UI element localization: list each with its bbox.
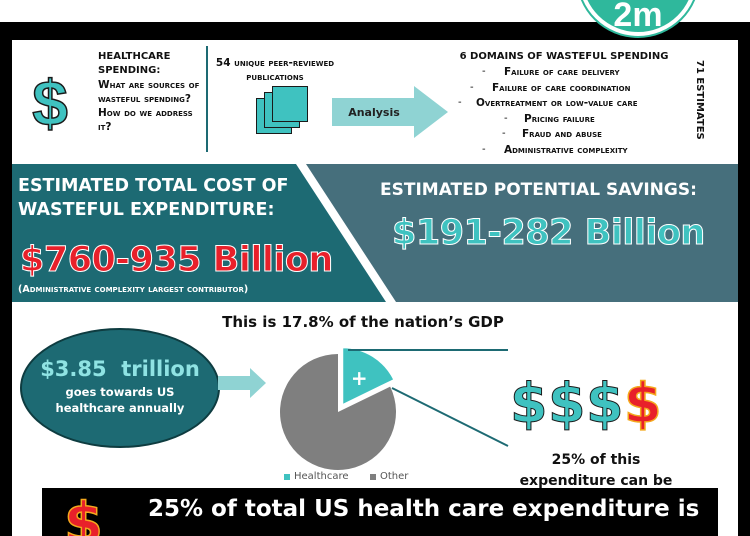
domain-label: Overtreatment or low-value care [476, 97, 638, 110]
domain-item: - Fraud and abuse [452, 127, 682, 143]
footer-text: 25% of total US health care expenditure … [148, 496, 700, 522]
domain-dash: - [504, 112, 508, 124]
savings-value: $191-282 Billion [392, 213, 706, 254]
domain-item: - Overtreatment or low-value care [452, 96, 682, 112]
spending-bubble: $3.85 trillion goes towards US healthcar… [20, 328, 220, 448]
domain-item: - Pricing failure [452, 112, 682, 128]
publications-label: 54 unique peer-reviewed publications [215, 57, 335, 83]
domain-label: Pricing failure [524, 112, 595, 125]
domain-label: Administrative complexity [504, 143, 628, 156]
domain-dash: - [502, 128, 506, 140]
bubble-arrow-icon [218, 368, 266, 398]
domain-dash: - [482, 143, 486, 155]
cost-title: ESTIMATED TOTAL COST OF WASTEFUL EXPENDI… [18, 176, 289, 220]
cost-value: $760-935 Billion [20, 240, 334, 281]
bubble-text: goes towards US healthcare annually [55, 385, 185, 415]
domain-label: Failure of care delivery [504, 66, 620, 78]
domains-title: 6 DOMAINS OF WASTEFUL SPENDING [459, 51, 669, 62]
domain-label: Fraud and abuse [522, 128, 602, 141]
domain-dash: - [482, 66, 486, 77]
infographic: $ HEALTHCARE SPENDING: What are sources … [12, 40, 738, 536]
domain-dash: - [470, 81, 474, 93]
cost-note: (Administrative complexity largest contr… [18, 284, 249, 295]
footer-dollar-icon: $ [63, 491, 103, 536]
legend-label-other: Other [380, 471, 409, 482]
legend-swatch-other [370, 474, 376, 480]
logo-badge: 2m [578, 0, 698, 36]
analysis-label: Analysis [348, 106, 400, 119]
question-title: HEALTHCARE SPENDING: [98, 51, 171, 76]
dollar-icon: $ [548, 372, 587, 435]
documents-icon [256, 86, 310, 136]
domain-item: - Administrative complexity [452, 143, 682, 159]
pie-legend: Healthcare Other [284, 470, 444, 484]
legend-swatch-healthcare [284, 474, 290, 480]
logo-text: 2m [613, 0, 663, 34]
pie-slice-other [280, 354, 397, 470]
divider-line [206, 46, 208, 152]
gdp-headline: This is 17.8% of the nation’s GDP [222, 313, 504, 331]
domain-item: - Failure of care delivery [452, 65, 682, 81]
estimates-side-label: 71 ESTIMATES [694, 60, 705, 140]
domains-list: - Failure of care delivery - Failure of … [452, 65, 682, 159]
top-band [0, 0, 750, 22]
domain-dash: - [458, 97, 462, 109]
dollar-signs: $ $ $ $ [510, 372, 680, 436]
pie-slice-healthcare [341, 346, 396, 407]
analysis-arrow-icon [332, 86, 448, 138]
top-section: $ HEALTHCARE SPENDING: What are sources … [12, 40, 738, 162]
pie-plus-label: + [351, 366, 368, 390]
legend-label-healthcare: Healthcare [294, 471, 349, 482]
savings-title: ESTIMATED POTENTIAL SAVINGS: [380, 180, 697, 200]
band-background [12, 164, 738, 302]
dollar-icon: $ [510, 372, 549, 435]
footer-band: $ 25% of total US health care expenditur… [42, 488, 718, 536]
question-body: What are sources of wasteful spending? H… [98, 79, 200, 133]
dollar-icon-wasteful: $ [623, 372, 662, 435]
cost-savings-band: ESTIMATED TOTAL COST OF WASTEFUL EXPENDI… [12, 164, 738, 302]
callout-lines [348, 349, 509, 447]
domain-label: Failure of care coordination [492, 81, 631, 94]
dollar-icon: $ [586, 372, 625, 435]
dollar-icon: $ [31, 67, 68, 139]
gdp-pie-chart: + [280, 346, 397, 470]
gdp-section: This is 17.8% of the nation’s GDP $3.85 … [12, 302, 738, 531]
bubble-value: $3.85 trillion [40, 357, 200, 381]
domain-item: - Failure of care coordination [452, 81, 682, 97]
